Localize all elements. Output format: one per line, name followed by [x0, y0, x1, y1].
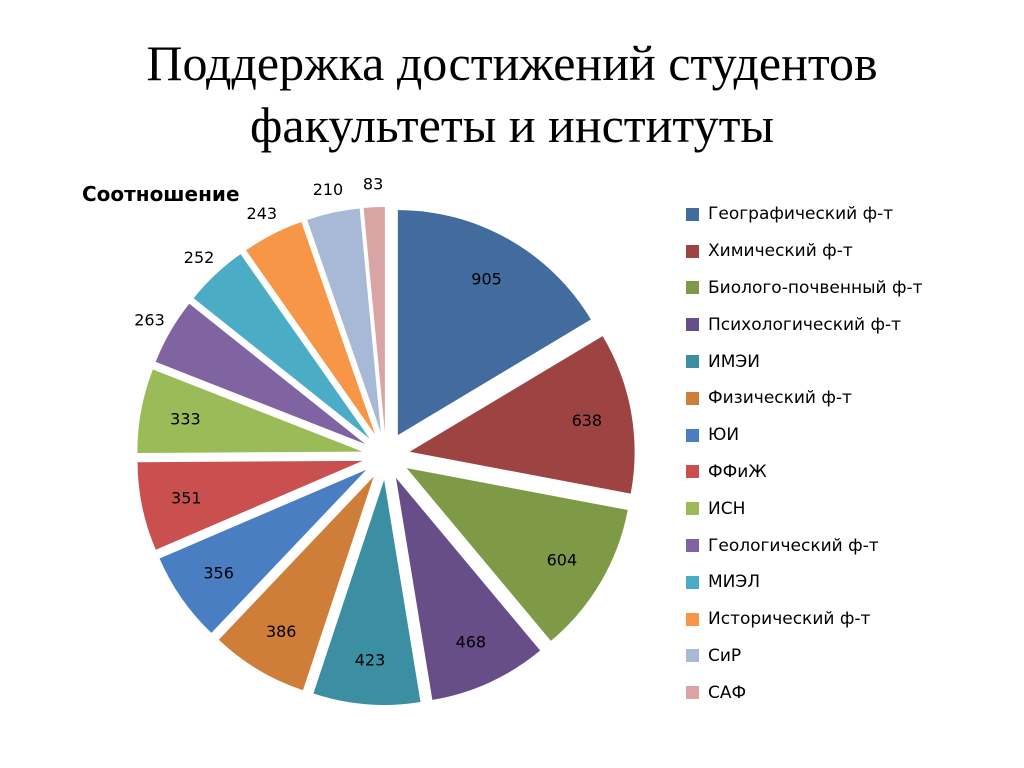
legend-swatch — [686, 686, 699, 700]
pie-data-label: 386 — [266, 622, 297, 641]
legend-item: Геологический ф-т — [686, 527, 923, 564]
chart-legend: Географический ф-т Химический ф-т Биолого-… — [686, 196, 923, 711]
pie-slice — [193, 254, 370, 439]
legend-label: Химический ф-т — [708, 241, 853, 262]
legend-swatch — [686, 318, 699, 332]
legend-swatch — [686, 281, 699, 295]
legend-label: Геологический ф-т — [708, 535, 879, 556]
pie-data-label: 333 — [170, 410, 201, 429]
legend-swatch — [686, 575, 699, 589]
legend-item: Психологический ф-т — [686, 306, 923, 343]
legend-item: САФ — [686, 674, 923, 711]
legend-item: Физический ф-т — [686, 380, 923, 417]
slide-title: Поддержка достижений студентов факультет… — [0, 32, 1024, 156]
legend-item: ИСН — [686, 490, 923, 527]
pie-data-label: 210 — [313, 180, 344, 199]
legend-swatch — [686, 207, 699, 221]
legend-label: ФФиЖ — [708, 461, 767, 482]
pie-data-label: 604 — [547, 550, 578, 569]
legend-swatch — [686, 502, 699, 516]
pie-slice — [363, 207, 385, 433]
legend-label: ИМЭИ — [708, 351, 760, 372]
pie-slice — [159, 469, 367, 633]
legend-item: Химический ф-т — [686, 233, 923, 270]
pie-data-label: 905 — [471, 270, 502, 289]
legend-label: Биолого-почвенный ф-т — [708, 277, 923, 298]
legend-swatch — [686, 539, 699, 553]
legend-item: ФФиЖ — [686, 454, 923, 491]
legend-item: Географический ф-т — [686, 196, 923, 233]
pie-slice — [155, 303, 366, 445]
legend-swatch — [686, 391, 699, 405]
pie-slice — [246, 222, 376, 435]
legend-swatch — [686, 244, 699, 258]
chart-title: Соотношение — [82, 182, 240, 206]
legend-label: Психологический ф-т — [708, 314, 902, 335]
pie-data-label: 351 — [171, 489, 202, 508]
pie-slice — [137, 369, 363, 453]
pie-data-label: 83 — [363, 174, 383, 193]
legend-label: ИСН — [708, 498, 746, 519]
legend-item: СиР — [686, 638, 923, 675]
legend-swatch — [686, 612, 699, 626]
pie-slice — [307, 208, 381, 433]
slide-title-line-1: Поддержка достижений студентов — [146, 35, 878, 91]
legend-label: СиР — [708, 645, 742, 666]
legend-label: Физический ф-т — [708, 388, 852, 409]
pie-slice — [313, 479, 421, 705]
pie-slice — [406, 468, 628, 641]
legend-item: ЮИ — [686, 417, 923, 454]
pie-data-label: 243 — [247, 204, 278, 223]
pie-slice — [397, 210, 591, 436]
legend-label: МИЭЛ — [708, 572, 761, 593]
legend-swatch — [686, 649, 699, 663]
pie-data-label: 638 — [572, 411, 603, 430]
legend-swatch — [686, 465, 699, 479]
legend-label: Исторический ф-т — [708, 609, 871, 630]
legend-label: САФ — [708, 682, 747, 703]
legend-label: ЮИ — [708, 425, 740, 446]
legend-swatch — [686, 428, 699, 442]
legend-label: Географический ф-т — [708, 204, 894, 225]
slide-title-line-2: факультеты и институты — [249, 97, 775, 153]
legend-item: Биолого-почвенный ф-т — [686, 270, 923, 307]
legend-item: Исторический ф-т — [686, 601, 923, 638]
legend-swatch — [686, 355, 699, 369]
pie-data-label: 468 — [456, 633, 487, 652]
legend-item: МИЭЛ — [686, 564, 923, 601]
pie-data-label: 252 — [184, 248, 215, 267]
pie-data-label: 263 — [134, 311, 165, 330]
pie-data-label: 356 — [203, 564, 234, 583]
pie-slice — [137, 460, 363, 550]
pie-data-label: 423 — [355, 650, 386, 669]
pie-slice — [395, 477, 541, 700]
legend-item: ИМЭИ — [686, 343, 923, 380]
pie-slice — [218, 476, 374, 691]
pie-slice — [409, 336, 635, 494]
